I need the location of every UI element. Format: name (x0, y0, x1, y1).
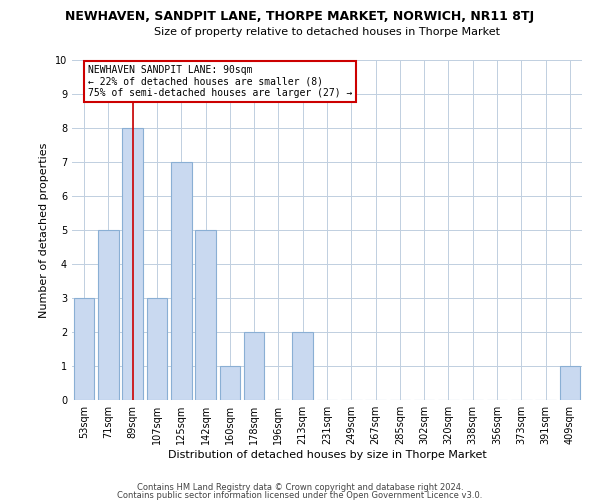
Text: Contains HM Land Registry data © Crown copyright and database right 2024.: Contains HM Land Registry data © Crown c… (137, 483, 463, 492)
Text: NEWHAVEN, SANDPIT LANE, THORPE MARKET, NORWICH, NR11 8TJ: NEWHAVEN, SANDPIT LANE, THORPE MARKET, N… (65, 10, 535, 23)
Bar (220, 366, 240, 400)
Text: NEWHAVEN SANDPIT LANE: 90sqm
← 22% of detached houses are smaller (8)
75% of sem: NEWHAVEN SANDPIT LANE: 90sqm ← 22% of de… (88, 65, 352, 98)
Bar (98, 230, 119, 400)
Text: Contains public sector information licensed under the Open Government Licence v3: Contains public sector information licen… (118, 490, 482, 500)
Y-axis label: Number of detached properties: Number of detached properties (40, 142, 49, 318)
Bar (292, 332, 313, 400)
Bar (244, 332, 265, 400)
Bar (74, 298, 94, 400)
Bar (171, 162, 191, 400)
Title: Size of property relative to detached houses in Thorpe Market: Size of property relative to detached ho… (154, 27, 500, 37)
Bar (122, 128, 143, 400)
Bar (195, 230, 216, 400)
Bar (560, 366, 580, 400)
Bar (146, 298, 167, 400)
X-axis label: Distribution of detached houses by size in Thorpe Market: Distribution of detached houses by size … (167, 450, 487, 460)
